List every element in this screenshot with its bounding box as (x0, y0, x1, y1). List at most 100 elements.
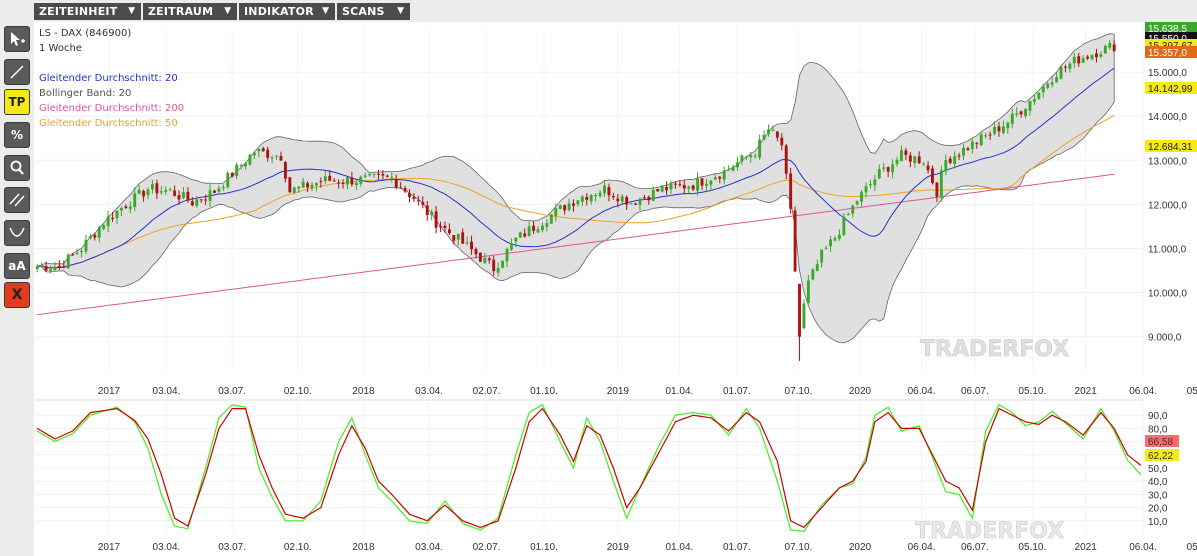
candle (868, 179, 872, 189)
candle (84, 235, 88, 255)
oscillator-tick-label: 30,0 (1148, 490, 1168, 501)
candle-body (882, 167, 886, 169)
candle-body (492, 259, 496, 272)
candle (57, 260, 61, 270)
zoom-button[interactable] (4, 155, 30, 181)
candle-body (430, 211, 434, 216)
delete-icon: X (11, 287, 23, 303)
candle-body (709, 180, 713, 185)
text-size-label: aA (8, 259, 26, 273)
candle-body (1015, 113, 1019, 115)
candle (1077, 52, 1081, 68)
candle (111, 211, 115, 222)
candle (301, 177, 305, 189)
candle (1006, 122, 1010, 134)
candle (1086, 54, 1090, 61)
candle-body (691, 185, 695, 190)
candle-body (837, 234, 841, 239)
candle-body (603, 185, 606, 194)
candle-body (802, 303, 806, 329)
candle-body (35, 266, 39, 269)
text-size-button[interactable]: aA (4, 253, 30, 279)
candle-body (962, 147, 965, 156)
candle (128, 201, 132, 214)
candle-body (935, 182, 939, 197)
candle-body (798, 283, 801, 337)
candle (966, 146, 970, 151)
candle-body (1112, 44, 1116, 52)
candle-body (257, 149, 261, 152)
candle-body (727, 169, 731, 171)
candle-body (948, 158, 952, 163)
candle (549, 213, 553, 224)
candle (412, 193, 416, 202)
menu-indikator[interactable]: INDIKATOR ▼ (239, 3, 335, 20)
oscillator-x-tick-label: 03.04. (153, 542, 181, 553)
candle-body (873, 179, 877, 186)
candle (722, 166, 726, 185)
oscillator-last-text: 62,22 (1148, 451, 1173, 462)
oscillator-tick-label: 80,0 (1148, 424, 1168, 435)
oscillator-last-box (1145, 449, 1179, 461)
candle-body (456, 234, 460, 240)
candle-body (434, 211, 438, 228)
candle (1099, 51, 1103, 59)
cursor-add-button[interactable] (4, 26, 30, 52)
candle-body (261, 148, 265, 152)
candle-body (554, 208, 558, 216)
candle-body (483, 257, 487, 264)
candle-body (49, 269, 52, 272)
oscillator-tick-label: 20,0 (1148, 504, 1168, 515)
candle (740, 154, 744, 165)
candle-body (687, 186, 691, 189)
candle (833, 236, 837, 242)
candle (49, 265, 52, 274)
percent-button[interactable]: % (4, 122, 30, 148)
candle (727, 165, 731, 171)
candle-body (403, 188, 407, 192)
delete-button[interactable]: X (4, 282, 30, 308)
candle (580, 195, 584, 207)
candle (997, 121, 1001, 137)
candle-body (651, 189, 655, 201)
candle-body (292, 187, 296, 193)
candle (439, 221, 442, 233)
candle (434, 205, 438, 234)
magnifier-icon (10, 160, 24, 175)
candle-body (332, 180, 336, 182)
candle (554, 203, 558, 222)
parallel-lines-button[interactable] (4, 187, 30, 213)
menu-zeitraum[interactable]: ZEITRAUM ▼ (143, 3, 237, 20)
candle-body (505, 248, 509, 262)
candle (306, 181, 310, 193)
candle-body (377, 173, 380, 175)
candle-body (266, 149, 270, 158)
candle-body (124, 206, 128, 209)
dropdown-arrow-icon: ▼ (397, 6, 404, 16)
arc-button[interactable] (4, 220, 30, 246)
price-x-tick-label: 01.10. (530, 386, 558, 397)
candle-body (541, 225, 544, 231)
candle (124, 204, 128, 209)
candle (1050, 76, 1054, 88)
candle-body (474, 249, 478, 255)
candle (146, 187, 150, 200)
candle-body (673, 183, 677, 185)
candle-body (793, 210, 797, 272)
candle (523, 228, 527, 238)
candle (629, 202, 633, 205)
candle (806, 274, 810, 307)
candle (443, 221, 447, 233)
candle (492, 255, 496, 276)
candle-body (736, 162, 739, 168)
candle (483, 252, 487, 264)
menu-scans[interactable]: SCANS ▼ (337, 3, 410, 20)
candle-body (53, 266, 57, 271)
menu-zeiteinheit[interactable]: ZEITEINHEIT ▼ (34, 3, 141, 20)
candle-body (1086, 56, 1090, 59)
trendline-button[interactable] (4, 59, 30, 85)
price-x-tick-label: 01.07. (723, 386, 751, 397)
tp-button[interactable]: TP (4, 89, 30, 115)
candle-body (567, 203, 571, 211)
